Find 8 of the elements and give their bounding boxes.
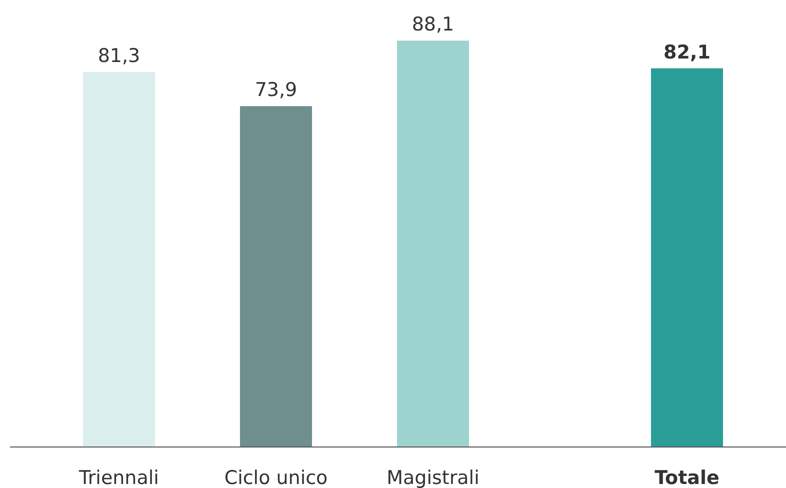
x-tick-label: Ciclo unico: [224, 467, 328, 488]
data-label: 73,9: [254, 79, 298, 102]
data-label: 82,1: [664, 41, 710, 64]
x-tick-label: Totale: [654, 467, 720, 488]
data-label: 81,3: [98, 45, 140, 67]
data-label: 88,1: [412, 14, 454, 36]
x-tick-label: Triennali: [78, 467, 159, 488]
x-tick-label: Magistrali: [386, 467, 480, 488]
